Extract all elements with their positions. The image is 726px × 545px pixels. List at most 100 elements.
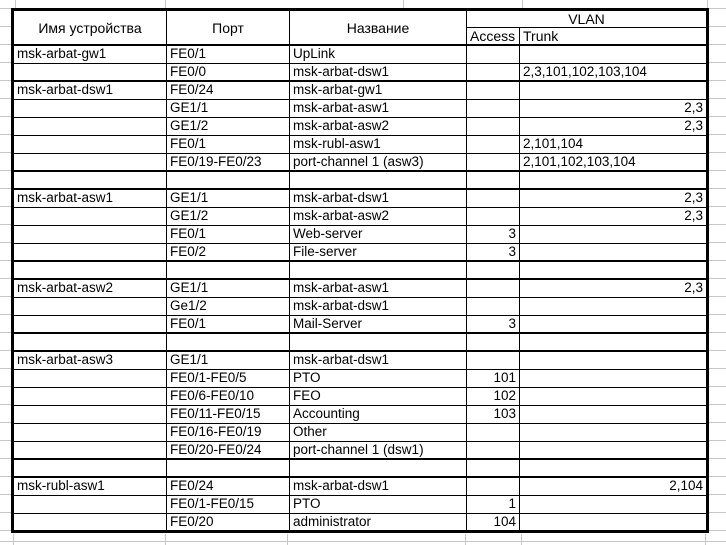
cell-port[interactable]: FE0/1 [166, 44, 290, 64]
cell-vlan-access[interactable] [466, 116, 520, 136]
cell-vlan-trunk[interactable] [518, 314, 709, 334]
cell-device-name[interactable] [12, 224, 167, 244]
cell-vlan-access[interactable] [466, 476, 520, 496]
cell-vlan-trunk[interactable] [518, 350, 709, 370]
cell-name[interactable]: msk-arbat-gw1 [289, 80, 467, 100]
cell-device-name[interactable] [12, 386, 167, 406]
cell-name[interactable]: administrator [289, 512, 467, 532]
cell-port[interactable]: FE0/1-FE0/5 [166, 368, 290, 388]
header-vlan-trunk[interactable]: Trunk [518, 27, 709, 46]
cell-name[interactable]: File-server [289, 242, 467, 262]
cell-port[interactable]: FE0/1-FE0/15 [166, 494, 290, 514]
cell-port[interactable]: GE1/1 [166, 278, 290, 298]
cell-vlan-access[interactable] [466, 350, 520, 370]
cell-device-name[interactable] [12, 512, 167, 532]
cell-name[interactable]: Accounting [289, 404, 467, 424]
cell-port[interactable]: GE1/2 [166, 206, 290, 226]
cell-name[interactable]: msk-arbat-asw2 [289, 116, 467, 136]
cell-name[interactable]: Web-server [289, 224, 467, 244]
cell-vlan-trunk[interactable]: 2,104 [518, 476, 709, 496]
cell-device-name[interactable] [12, 494, 167, 514]
cell-vlan-trunk[interactable]: 2,101,102,103,104 [518, 152, 709, 172]
cell-vlan-trunk[interactable] [518, 44, 709, 64]
cell-vlan-trunk[interactable]: 2,3 [518, 278, 709, 298]
cell-port[interactable]: FE0/1 [166, 314, 290, 334]
cell-name[interactable]: msk-arbat-dsw1 [289, 188, 467, 208]
cell-vlan-access[interactable] [466, 152, 520, 172]
cell-vlan-access[interactable]: 104 [466, 512, 520, 532]
cell-vlan-access[interactable]: 3 [466, 242, 520, 262]
cell-device-name[interactable] [12, 296, 167, 316]
cell-device-name[interactable]: msk-arbat-asw3 [12, 350, 167, 370]
cell-vlan-trunk[interactable]: 2,3 [518, 98, 709, 118]
cell-device-name[interactable]: msk-arbat-asw1 [12, 188, 167, 208]
cell-vlan-trunk[interactable] [518, 224, 709, 244]
cell-vlan-access[interactable]: 103 [466, 404, 520, 424]
cell-vlan-trunk[interactable] [518, 296, 709, 316]
cell-name[interactable]: msk-arbat-asw1 [289, 278, 467, 298]
cell-device-name[interactable]: msk-arbat-asw2 [12, 278, 167, 298]
cell-port[interactable]: FE0/0 [166, 62, 290, 82]
cell-name[interactable]: UpLink [289, 44, 467, 64]
cell-vlan-trunk[interactable] [518, 368, 709, 388]
cell-vlan-trunk[interactable] [518, 494, 709, 514]
cell-vlan-trunk[interactable] [518, 260, 709, 280]
cell-vlan-trunk[interactable]: 2,3 [518, 206, 709, 226]
cell-name[interactable] [289, 170, 467, 190]
cell-device-name[interactable] [12, 134, 167, 154]
cell-vlan-trunk[interactable]: 2,101,104 [518, 134, 709, 154]
cell-port[interactable] [166, 260, 290, 280]
cell-name[interactable]: port-channel 1 (dsw1) [289, 440, 467, 460]
cell-vlan-access[interactable] [466, 80, 520, 100]
cell-port[interactable]: FE0/11-FE0/15 [166, 404, 290, 424]
cell-vlan-access[interactable]: 102 [466, 386, 520, 406]
cell-vlan-access[interactable] [466, 296, 520, 316]
cell-name[interactable]: PTO [289, 368, 467, 388]
cell-vlan-access[interactable] [466, 278, 520, 298]
cell-vlan-trunk[interactable] [518, 404, 709, 424]
cell-port[interactable]: FE0/1 [166, 224, 290, 244]
cell-vlan-trunk[interactable] [518, 332, 709, 352]
cell-device-name[interactable] [12, 404, 167, 424]
cell-vlan-access[interactable] [466, 260, 520, 280]
cell-port[interactable]: FE0/24 [166, 80, 290, 100]
cell-name[interactable]: msk-arbat-dsw1 [289, 350, 467, 370]
cell-device-name[interactable] [12, 314, 167, 334]
cell-device-name[interactable]: msk-arbat-dsw1 [12, 80, 167, 100]
cell-name[interactable]: port-channel 1 (asw3) [289, 152, 467, 172]
cell-name[interactable]: msk-rubl-asw1 [289, 134, 467, 154]
cell-device-name[interactable] [12, 206, 167, 226]
cell-device-name[interactable] [12, 440, 167, 460]
cell-port[interactable]: FE0/2 [166, 242, 290, 262]
cell-vlan-trunk[interactable] [518, 512, 709, 532]
cell-vlan-trunk[interactable] [518, 242, 709, 262]
cell-vlan-access[interactable] [466, 206, 520, 226]
cell-vlan-access[interactable] [466, 170, 520, 190]
cell-port[interactable]: FE0/19-FE0/23 [166, 152, 290, 172]
cell-vlan-access[interactable] [466, 440, 520, 460]
cell-port[interactable] [166, 170, 290, 190]
cell-device-name[interactable] [12, 332, 167, 352]
cell-device-name[interactable] [12, 116, 167, 136]
cell-name[interactable] [289, 458, 467, 478]
cell-port[interactable]: FE0/16-FE0/19 [166, 422, 290, 442]
cell-name[interactable]: msk-arbat-dsw1 [289, 62, 467, 82]
cell-port[interactable]: GE1/1 [166, 98, 290, 118]
cell-device-name[interactable] [12, 422, 167, 442]
cell-port[interactable]: FE0/1 [166, 134, 290, 154]
cell-vlan-access[interactable] [466, 422, 520, 442]
cell-name[interactable]: msk-arbat-dsw1 [289, 296, 467, 316]
cell-device-name[interactable] [12, 242, 167, 262]
cell-device-name[interactable] [12, 260, 167, 280]
cell-port[interactable]: GE1/1 [166, 188, 290, 208]
cell-port[interactable]: GE1/2 [166, 116, 290, 136]
cell-name[interactable]: msk-arbat-asw2 [289, 206, 467, 226]
cell-port[interactable]: GE1/1 [166, 350, 290, 370]
cell-port[interactable]: Ge1/2 [166, 296, 290, 316]
cell-vlan-access[interactable] [466, 44, 520, 64]
cell-vlan-access[interactable] [466, 332, 520, 352]
cell-name[interactable]: PTO [289, 494, 467, 514]
cell-vlan-access[interactable]: 1 [466, 494, 520, 514]
cell-vlan-access[interactable] [466, 188, 520, 208]
cell-vlan-trunk[interactable] [518, 440, 709, 460]
